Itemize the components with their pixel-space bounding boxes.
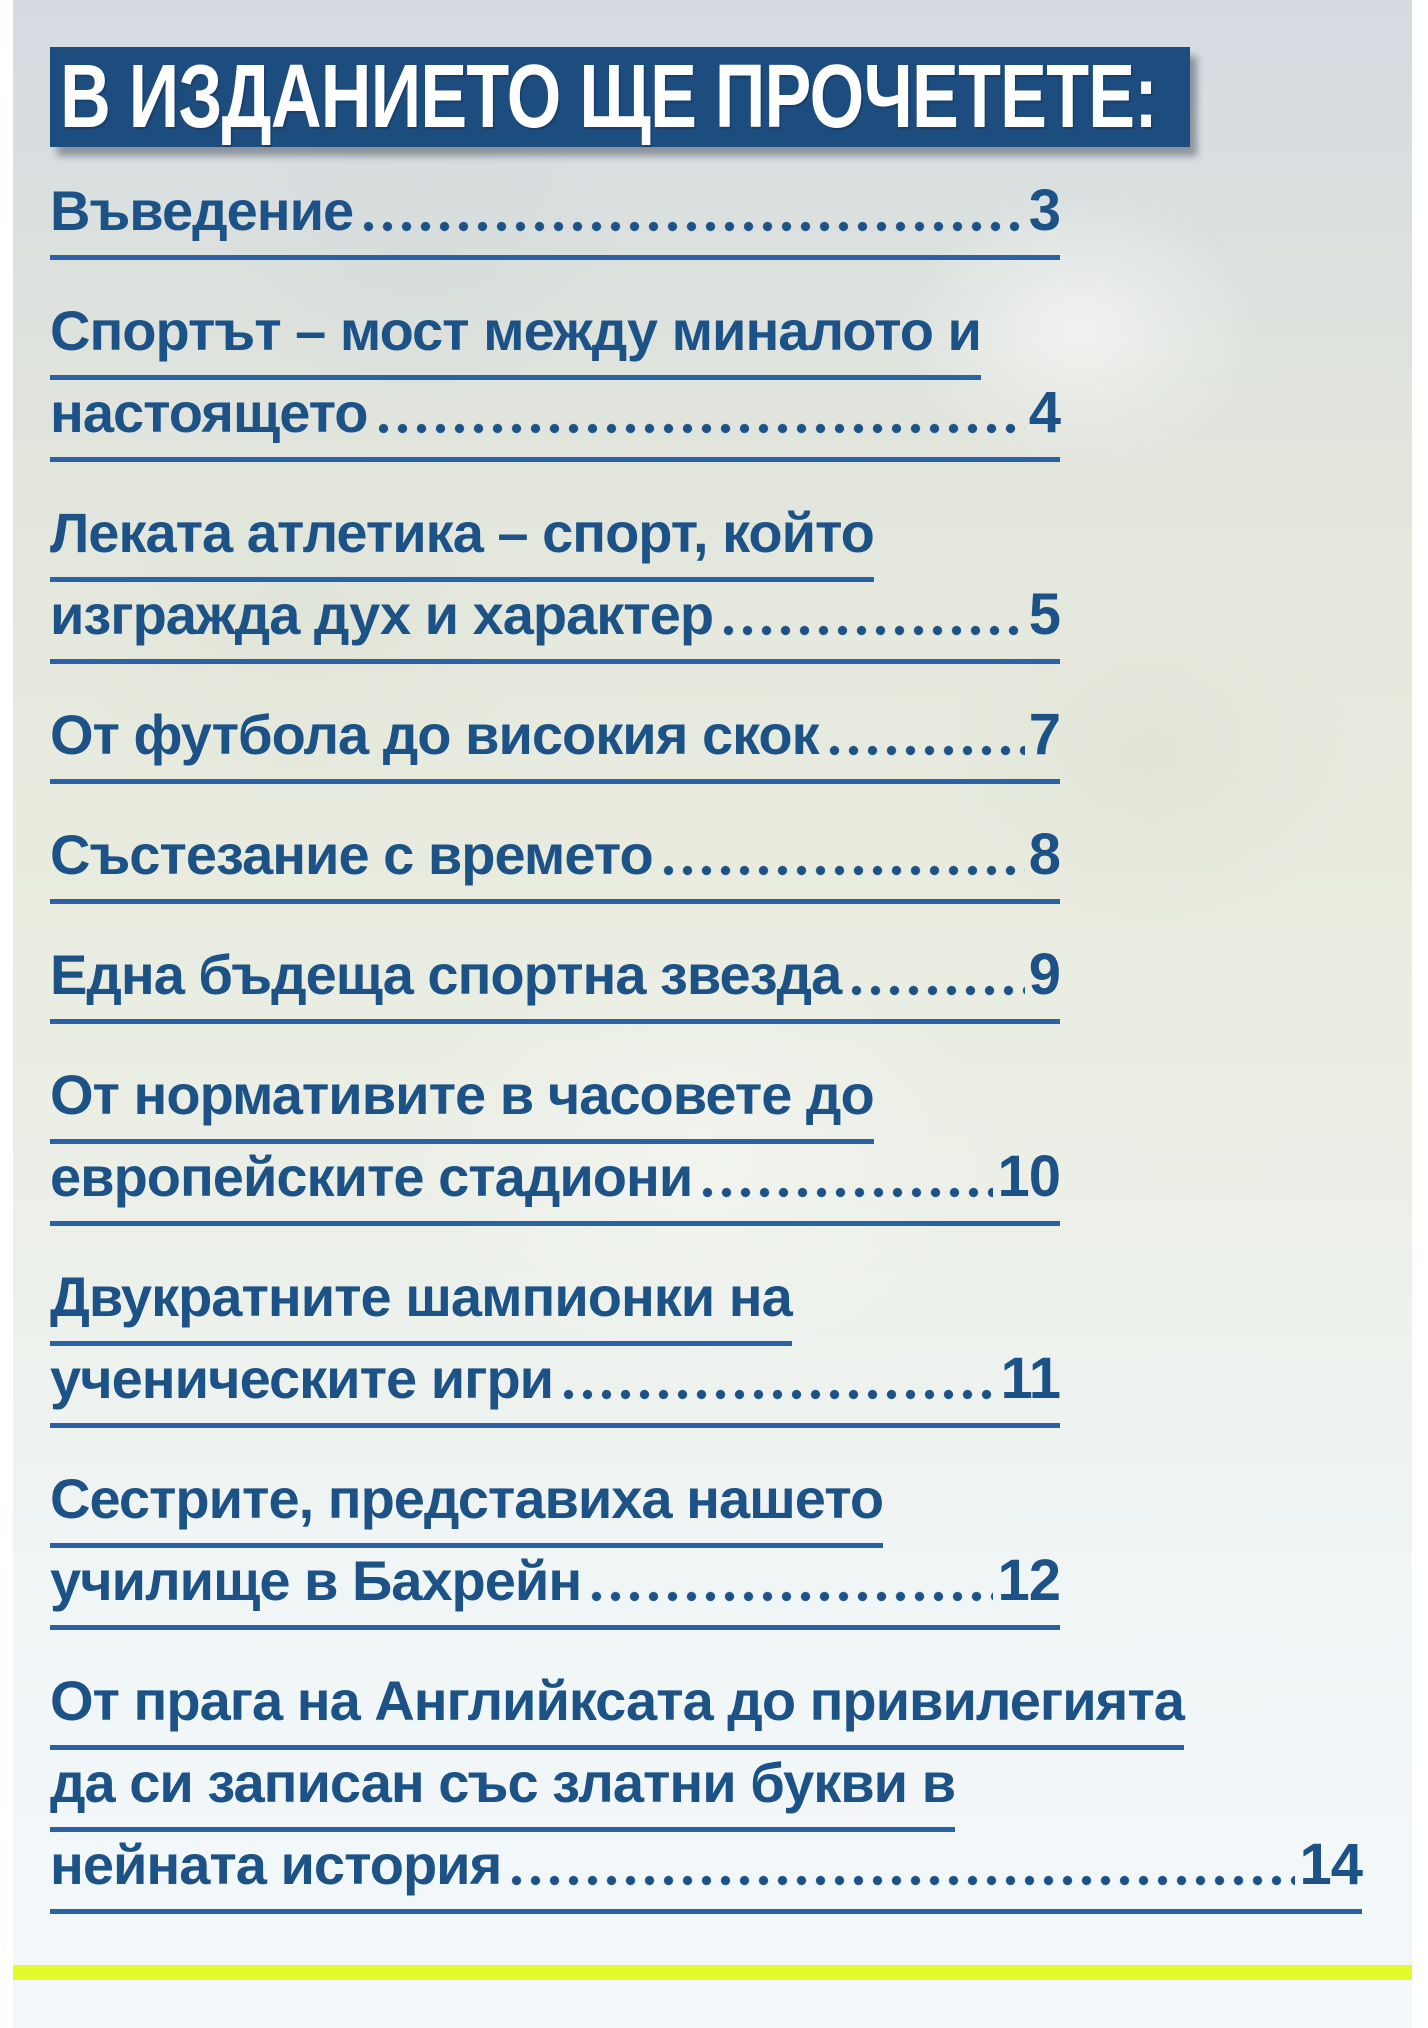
toc-entry[interactable]: Въведение 3 xyxy=(50,178,1061,260)
dot-leader xyxy=(507,1874,1296,1887)
toc-entry-text: От прага на Английксата до привилегията xyxy=(50,1668,1185,1750)
toc-leader-row: настоящето 4 xyxy=(50,380,1061,462)
dot-leader xyxy=(719,624,1025,637)
dot-leader xyxy=(587,1590,994,1603)
toc-entry-text: Сестрите, представиха нашето xyxy=(50,1466,884,1548)
toc-leader-row: изгражда дух и характер 5 xyxy=(50,582,1061,664)
toc-line: От нормативите в часовете до xyxy=(50,1062,1060,1144)
toc-line: нейната история 14 xyxy=(50,1832,1363,1914)
toc-leader-row: нейната история 14 xyxy=(50,1832,1363,1914)
toc-entry[interactable]: Една бъдеща спортна звезда 9 xyxy=(50,942,1061,1024)
toc-line: европейските стадиони 10 xyxy=(50,1144,1061,1226)
toc-entry-text: настоящето xyxy=(50,381,368,444)
toc-page-number: 14 xyxy=(1299,1832,1363,1897)
toc-leader-row: Състезание с времето 8 xyxy=(50,822,1061,904)
toc-leader-row: Една бъдеща спортна звезда 9 xyxy=(50,942,1061,1024)
toc-leader-row: Въведение 3 xyxy=(50,178,1061,260)
toc-entry-text: Състезание с времето xyxy=(50,823,654,886)
toc-line: ученическите игри 11 xyxy=(50,1346,1061,1428)
toc-entry-text: изгражда дух и характер xyxy=(50,583,714,646)
dot-leader xyxy=(559,1388,997,1401)
toc-entry-text: да си записан със златни букви в xyxy=(50,1750,956,1832)
toc-line: От футбола до високия скок 7 xyxy=(50,702,1061,784)
toc-entry-text: училище в Бахрейн xyxy=(50,1549,582,1612)
dot-leader xyxy=(373,422,1025,435)
dot-leader xyxy=(698,1186,994,1199)
toc-page-number: 11 xyxy=(1000,1346,1061,1411)
toc-page-number: 10 xyxy=(997,1144,1061,1209)
toc-entry-text: Леката атлетика – спорт, който xyxy=(50,500,875,582)
toc-page-number: 7 xyxy=(1028,702,1061,767)
toc-entry[interactable]: От нормативите в часовете до европейските… xyxy=(50,1062,1061,1226)
toc-line: Сестрите, представиха нашето xyxy=(50,1466,1060,1548)
toc-leader-row: От футбола до високия скок 7 xyxy=(50,702,1061,784)
toc-entry-text: От нормативите в часовете до xyxy=(50,1062,875,1144)
toc-line: изгражда дух и характер 5 xyxy=(50,582,1061,664)
toc-entry[interactable]: Сестрите, представиха нашето училище в Ба… xyxy=(50,1466,1061,1630)
toc-entry-text: нейната история xyxy=(50,1833,502,1896)
toc-leader-row: училище в Бахрейн 12 xyxy=(50,1548,1061,1630)
toc-entry-text: От футбола до високия скок xyxy=(50,703,820,766)
toc-line: Спортът – мост между миналото и xyxy=(50,298,1060,380)
accent-divider xyxy=(13,1965,1412,1980)
toc-entry-text: Една бъдеща спортна звезда xyxy=(50,943,842,1006)
page-title-bar: В ИЗДАНИЕТО ЩЕ ПРОЧЕТЕТЕ: xyxy=(50,47,1190,147)
toc-entry-text: европейските стадиони xyxy=(50,1145,693,1208)
dot-leader xyxy=(658,864,1025,877)
table-of-contents: Въведение 3 Спортът – мост между миналото … xyxy=(50,178,1363,1952)
toc-line: От прага на Английксата до привилегията xyxy=(50,1668,1362,1750)
toc-line: Една бъдеща спортна звезда 9 xyxy=(50,942,1061,1024)
toc-entry[interactable]: Двукратните шампионки на ученическите игр… xyxy=(50,1264,1061,1428)
toc-leader-row: европейските стадиони 10 xyxy=(50,1144,1061,1226)
toc-line: Леката атлетика – спорт, който xyxy=(50,500,1060,582)
toc-entry[interactable]: Леката атлетика – спорт, който изгражда д… xyxy=(50,500,1061,664)
toc-page-number: 3 xyxy=(1028,178,1061,243)
dot-leader xyxy=(824,744,1025,757)
dot-leader xyxy=(847,984,1025,997)
toc-entry[interactable]: От прага на Английксата до привилегията д… xyxy=(50,1668,1363,1914)
toc-page-number: 5 xyxy=(1028,582,1061,647)
toc-line: Състезание с времето 8 xyxy=(50,822,1061,904)
toc-entry-text: Въведение xyxy=(50,179,354,242)
toc-page-number: 8 xyxy=(1028,822,1061,887)
toc-line: Въведение 3 xyxy=(50,178,1061,260)
toc-page-number: 12 xyxy=(997,1548,1061,1613)
toc-line: да си записан със златни букви в xyxy=(50,1750,1362,1832)
toc-leader-row: ученическите игри 11 xyxy=(50,1346,1061,1428)
toc-entry[interactable]: Спортът – мост между миналото и настоящет… xyxy=(50,298,1061,462)
toc-entry[interactable]: Състезание с времето 8 xyxy=(50,822,1061,904)
toc-entry-text: Двукратните шампионки на xyxy=(50,1264,793,1346)
toc-entry[interactable]: От футбола до високия скок 7 xyxy=(50,702,1061,784)
toc-entry-text: Спортът – мост между миналото и xyxy=(50,298,982,380)
toc-page-number: 9 xyxy=(1028,942,1061,1007)
toc-line: Двукратните шампионки на xyxy=(50,1264,1060,1346)
toc-page-number: 4 xyxy=(1028,380,1061,445)
page-title: В ИЗДАНИЕТО ЩЕ ПРОЧЕТЕТЕ: xyxy=(60,47,1158,147)
toc-line: училище в Бахрейн 12 xyxy=(50,1548,1061,1630)
toc-line: настоящето 4 xyxy=(50,380,1061,462)
toc-entry-text: ученическите игри xyxy=(50,1347,554,1410)
dot-leader xyxy=(359,220,1025,233)
